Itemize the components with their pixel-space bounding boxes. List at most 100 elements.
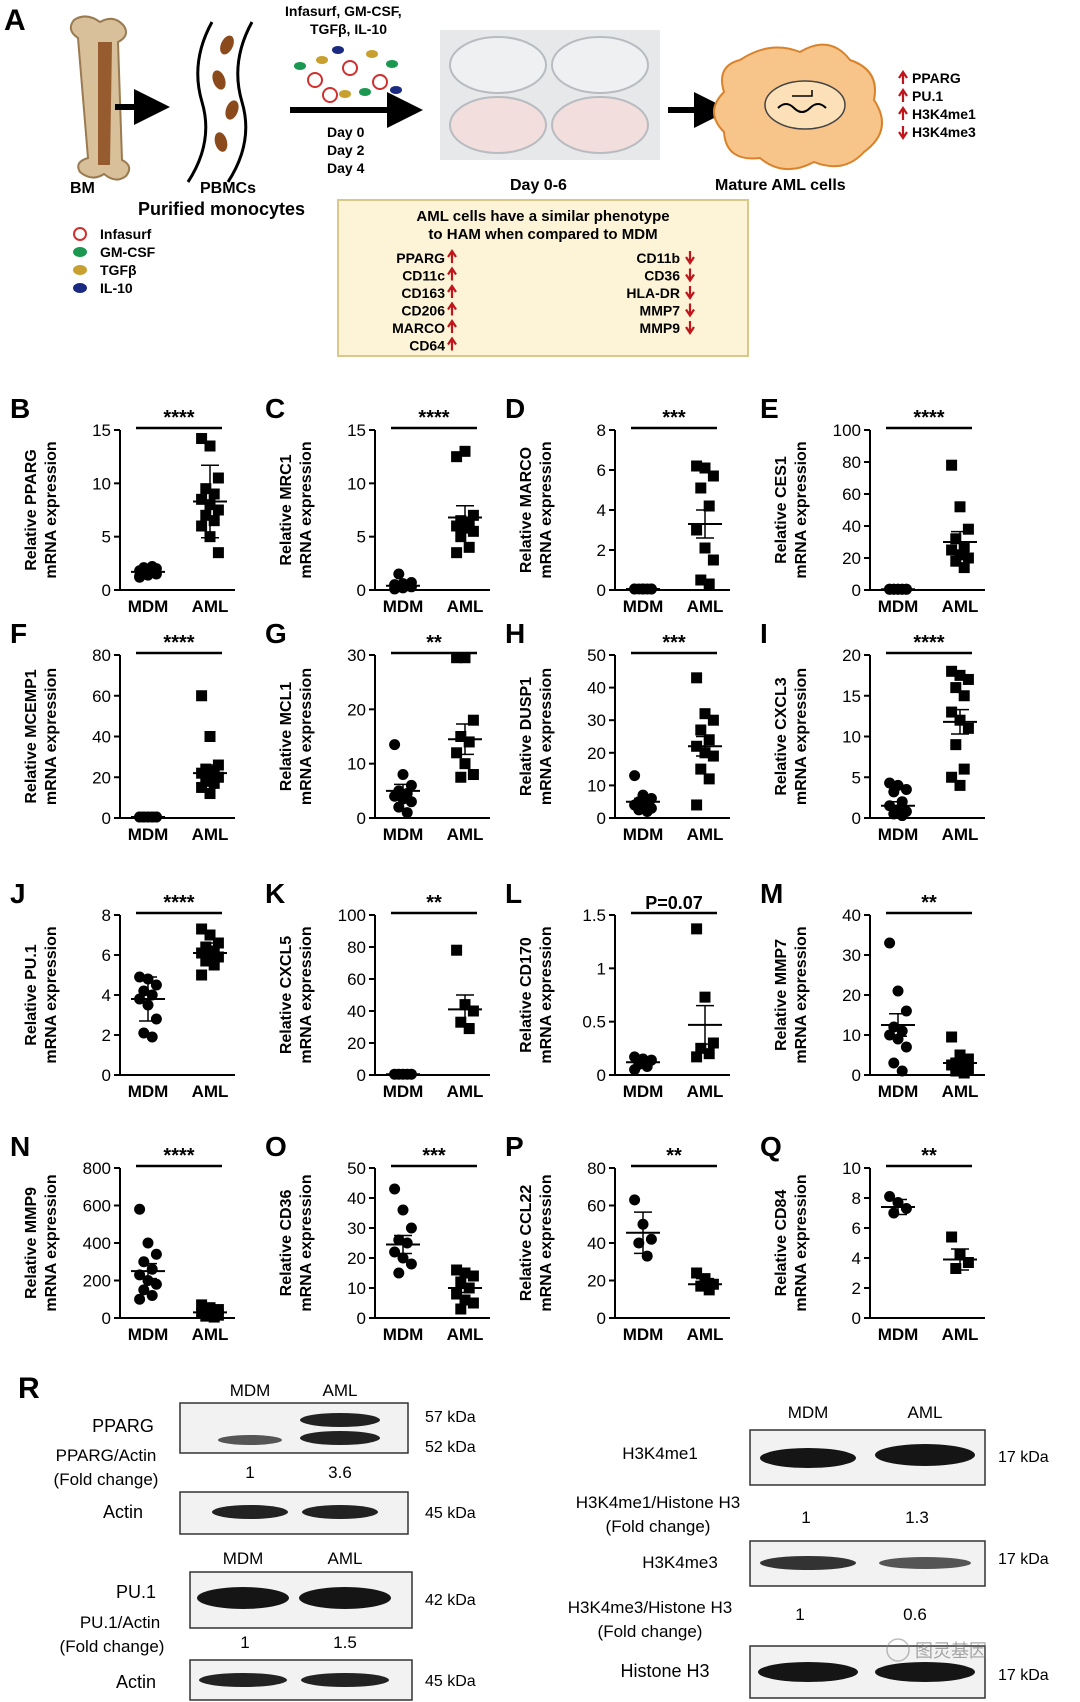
box-up-gene: MARCO (392, 320, 445, 336)
pparg-col-aml: AML (323, 1381, 358, 1400)
y-tick-label: 20 (347, 1034, 366, 1053)
panel-letter: P (505, 1131, 524, 1162)
data-point (888, 808, 900, 820)
x-tick-label: MDM (383, 1082, 424, 1101)
significance-label: *** (662, 407, 686, 429)
data-point (629, 1064, 641, 1076)
h3-kda: 17 kDa (998, 1667, 1049, 1684)
y-axis-label: Relative MARCO (518, 447, 535, 573)
panel-letter: M (760, 878, 783, 909)
y-tick-label: 0 (357, 1309, 366, 1328)
data-point (900, 1041, 912, 1053)
data-point (950, 533, 962, 545)
pparg-col-mdm: MDM (230, 1381, 271, 1400)
actin-label: Actin (103, 1502, 143, 1522)
pu-blot (189, 1571, 413, 1629)
y-tick-label: 80 (347, 938, 366, 957)
data-point (200, 509, 212, 521)
data-point (200, 483, 212, 495)
me3-ratio-label-2: (Fold change) (598, 1622, 703, 1641)
y-axis-label: mRNA expression (538, 1174, 555, 1311)
y-tick-label: 15 (842, 687, 861, 706)
y-tick-label: 20 (842, 986, 861, 1005)
data-point (208, 959, 220, 971)
arrow-up-icon (447, 336, 457, 351)
y-axis-label: Relative CES1 (773, 456, 790, 564)
gmcsf-icon (73, 247, 87, 257)
data-point (212, 547, 224, 559)
significance-label: **** (163, 1145, 194, 1167)
y-tick-label: 10 (842, 728, 861, 747)
outcome-marker: H3K4me3 (912, 124, 976, 140)
data-point (633, 1237, 645, 1249)
data-point (467, 1270, 479, 1282)
y-axis-label: Relative CCL22 (518, 1185, 535, 1302)
panel-l: L Relative CD170 mRNA expression 0 0.5 1 1.5 MD… (505, 878, 730, 1101)
x-tick-label: MDM (623, 1325, 664, 1344)
data-point (389, 790, 401, 802)
data-point (946, 771, 958, 783)
y-tick-label: 15 (92, 421, 111, 440)
significance-label: ** (921, 892, 937, 914)
y-tick-label: 800 (83, 1159, 111, 1178)
data-point (950, 555, 962, 567)
data-point (389, 1183, 401, 1195)
significance-label: *** (662, 632, 686, 654)
y-tick-label: 80 (842, 453, 861, 472)
legend-label: IL-10 (100, 280, 133, 296)
y-tick-label: 400 (83, 1234, 111, 1253)
mature-cell-icon (713, 43, 883, 170)
arrow-up-icon (898, 88, 908, 102)
data-point (699, 542, 711, 554)
y-tick-label: 0 (102, 809, 111, 828)
data-point (691, 799, 703, 811)
y-tick-label: 4 (852, 1249, 861, 1268)
box-up-gene: CD11c (402, 268, 445, 284)
y-axis-label: mRNA expression (793, 1174, 810, 1311)
schema-legend: Infasurf GM-CSF TGFβ IL-10 (73, 226, 156, 296)
panel-letter: O (265, 1131, 287, 1162)
data-point (958, 690, 970, 702)
y-axis-label: Relative MCEMP1 (23, 669, 40, 803)
data-point (150, 1248, 162, 1260)
x-tick-label: AML (687, 825, 724, 844)
pparg-ratio-label-1: PPARG/Actin (56, 1446, 157, 1465)
y-tick-label: 40 (842, 517, 861, 536)
bone-icon (69, 15, 131, 181)
y-tick-label: 60 (92, 687, 111, 706)
data-point (397, 793, 409, 805)
data-point (204, 731, 216, 742)
y-tick-label: 100 (338, 906, 366, 925)
me3-blot (749, 1540, 986, 1587)
data-point (196, 433, 208, 445)
y-axis-label: Relative DUSP1 (518, 677, 535, 796)
data-point (208, 777, 220, 789)
data-point (888, 1057, 900, 1069)
x-tick-label: AML (687, 597, 724, 616)
me1-ratio-mdm: 1 (801, 1508, 810, 1527)
y-axis-label: Relative CD84 (773, 1190, 790, 1297)
data-point (954, 549, 966, 561)
panel-j: J Relative PU.1 mRNA expression 0 2 4 6 8 MDM AML… (10, 878, 235, 1101)
x-tick-label: AML (447, 597, 484, 616)
data-point (405, 1258, 417, 1270)
box-down-gene: MMP7 (640, 303, 681, 319)
y-tick-label: 200 (83, 1272, 111, 1291)
y-tick-label: 0 (597, 809, 606, 828)
data-point (208, 515, 220, 527)
data-point (703, 773, 715, 785)
bm-label: BM (70, 180, 95, 197)
y-axis-label: mRNA expression (793, 926, 810, 1063)
panel-letter-r: R (18, 1372, 40, 1405)
data-point (629, 770, 641, 782)
pu-col-aml: AML (328, 1549, 363, 1568)
data-point (900, 1005, 912, 1017)
y-axis-label: mRNA expression (43, 668, 60, 805)
y-tick-label: 50 (587, 646, 606, 665)
data-point (884, 777, 896, 789)
arrow-up-icon (447, 249, 457, 263)
y-tick-label: 5 (357, 528, 366, 547)
x-tick-label: MDM (128, 1325, 169, 1344)
significance-label: ** (426, 632, 442, 654)
